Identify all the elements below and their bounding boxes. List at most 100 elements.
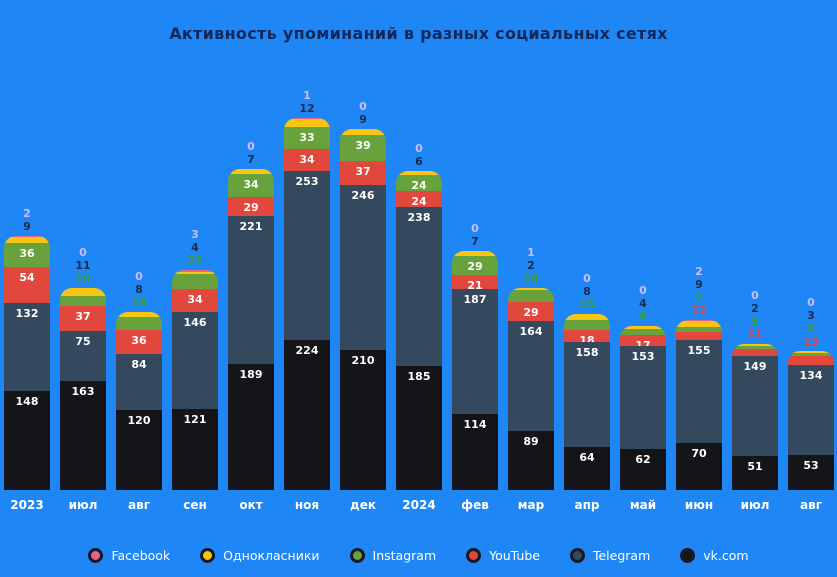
legend-item-facebook[interactable]: Facebook <box>88 548 170 563</box>
segment-vk[interactable]: 224 <box>284 340 330 490</box>
segment-telegram[interactable]: 153 <box>620 346 666 449</box>
bar-11-май[interactable]: 17153 62 <box>620 326 666 490</box>
segment-vk[interactable]: 114 <box>452 413 498 490</box>
segment-ok[interactable] <box>676 321 722 327</box>
segment-facebook[interactable] <box>284 117 330 119</box>
bar-1-июл[interactable]: 37 75 163 <box>60 288 106 490</box>
segment-youtube[interactable]: 37 <box>60 306 106 331</box>
segment-ok[interactable] <box>564 314 610 320</box>
segment-telegram[interactable]: 132 <box>4 302 50 392</box>
bar-14-авг[interactable]: 134 53 <box>788 351 834 490</box>
bar-8-фев[interactable]: 29 21 187 114 <box>452 250 498 490</box>
segment-vk[interactable]: 62 <box>620 448 666 490</box>
segment-telegram[interactable]: 221 <box>228 216 274 364</box>
segment-ok[interactable] <box>508 288 554 290</box>
segment-telegram[interactable]: 149 <box>732 356 778 456</box>
segment-youtube[interactable]: 17 <box>620 335 666 351</box>
segment-telegram[interactable]: 246 <box>340 185 386 350</box>
segment-instagram[interactable] <box>620 329 666 336</box>
segment-youtube[interactable]: 36 <box>116 329 162 354</box>
segment-vk[interactable]: 51 <box>732 455 778 490</box>
segment-telegram[interactable]: 84 <box>116 353 162 410</box>
segment-instagram[interactable] <box>788 353 834 357</box>
segment-telegram[interactable]: 238 <box>396 207 442 367</box>
segment-vk[interactable]: 70 <box>676 443 722 490</box>
bar-6-дек[interactable]: 39 37 246 210 <box>340 128 386 490</box>
segment-ok[interactable] <box>60 288 106 296</box>
segment-ok[interactable] <box>732 344 778 346</box>
segment-telegram[interactable]: 253 <box>284 171 330 341</box>
segment-ok[interactable] <box>4 236 50 243</box>
bar-5-ноя[interactable]: 33 34 253 224 <box>284 117 330 490</box>
segment-vk[interactable]: 120 <box>116 409 162 490</box>
segment-facebook[interactable] <box>172 269 218 272</box>
bar-7-2024[interactable]: 24 24 238 185 <box>396 171 442 490</box>
bar-12-июн[interactable]: 155 70 <box>676 319 722 490</box>
segment-youtube[interactable]: 29 <box>228 196 274 217</box>
bar-2-авг[interactable]: 36 84 120 <box>116 311 162 490</box>
segment-telegram[interactable]: 164 <box>508 320 554 431</box>
segment-youtube[interactable]: 54 <box>4 266 50 303</box>
segment-instagram[interactable] <box>564 319 610 330</box>
segment-telegram[interactable]: 187 <box>452 288 498 414</box>
segment-instagram[interactable] <box>116 317 162 330</box>
segment-facebook[interactable] <box>4 235 50 237</box>
segment-instagram[interactable]: 29 <box>452 255 498 275</box>
segment-vk[interactable]: 189 <box>228 363 274 490</box>
legend-item-instagram[interactable]: Instagram <box>349 548 436 563</box>
bar-0-2023[interactable]: 36 54 132 148 <box>4 235 50 491</box>
legend-item-vk[interactable]: vk.com <box>680 548 749 563</box>
segment-ok[interactable] <box>172 271 218 275</box>
segment-telegram[interactable]: 146 <box>172 311 218 410</box>
segment-youtube[interactable]: 29 <box>508 301 554 321</box>
segment-telegram[interactable]: 75 <box>60 331 106 382</box>
segment-youtube[interactable] <box>788 356 834 366</box>
segment-youtube[interactable]: 34 <box>284 148 330 172</box>
segment-instagram[interactable] <box>172 274 218 289</box>
legend-item-telegram[interactable]: Telegram <box>569 548 650 563</box>
segment-ok[interactable] <box>340 128 386 135</box>
segment-vk[interactable]: 89 <box>508 430 554 490</box>
segment-instagram[interactable]: 33 <box>284 126 330 149</box>
segment-telegram[interactable]: 134 <box>788 365 834 455</box>
segment-youtube[interactable]: 21 <box>452 274 498 291</box>
segment-vk[interactable]: 163 <box>60 381 106 490</box>
segment-ok[interactable] <box>116 311 162 317</box>
segment-youtube[interactable]: 34 <box>172 288 218 312</box>
bar-4-окт[interactable]: 34 29 221 189 <box>228 169 274 490</box>
segment-telegram[interactable]: 155 <box>676 339 722 444</box>
segment-facebook[interactable] <box>676 319 722 321</box>
segment-instagram[interactable]: 39 <box>340 134 386 161</box>
segment-youtube[interactable]: 18 <box>564 329 610 346</box>
segment-ok[interactable] <box>228 169 274 175</box>
segment-vk[interactable]: 53 <box>788 454 834 490</box>
segment-vk[interactable]: 210 <box>340 349 386 490</box>
segment-instagram[interactable] <box>60 295 106 307</box>
bar-10-апр[interactable]: 18 158 64 <box>564 314 610 490</box>
segment-vk[interactable]: 148 <box>4 391 50 490</box>
segment-telegram[interactable]: 158 <box>564 341 610 448</box>
segment-instagram[interactable]: 24 <box>396 175 442 192</box>
segment-instagram[interactable] <box>508 289 554 302</box>
segment-youtube[interactable]: 37 <box>340 160 386 186</box>
segment-ok[interactable] <box>788 351 834 354</box>
segment-vk[interactable]: 64 <box>564 447 610 490</box>
segment-instagram[interactable]: 34 <box>228 174 274 197</box>
bar-13-июл[interactable]: 149 51 <box>732 344 778 490</box>
segment-ok[interactable] <box>284 118 330 127</box>
segment-instagram[interactable] <box>676 327 722 332</box>
segment-instagram[interactable]: 36 <box>4 242 50 267</box>
bar-3-сен[interactable]: 34 146 121 <box>172 269 218 490</box>
segment-instagram[interactable] <box>732 345 778 350</box>
segment-ok[interactable] <box>396 171 442 176</box>
segment-ok[interactable] <box>620 326 666 330</box>
segment-youtube[interactable]: 24 <box>396 191 442 208</box>
legend-item-ok[interactable]: Однокласники <box>200 548 320 563</box>
bar-9-мар[interactable]: 29 164 89 <box>508 287 554 490</box>
segment-vk[interactable]: 185 <box>396 366 442 490</box>
segment-ok[interactable] <box>452 250 498 256</box>
legend-item-youtube[interactable]: YouTube <box>466 548 540 563</box>
segment-youtube[interactable] <box>676 331 722 340</box>
segment-youtube[interactable] <box>732 349 778 357</box>
segment-vk[interactable]: 121 <box>172 409 218 490</box>
